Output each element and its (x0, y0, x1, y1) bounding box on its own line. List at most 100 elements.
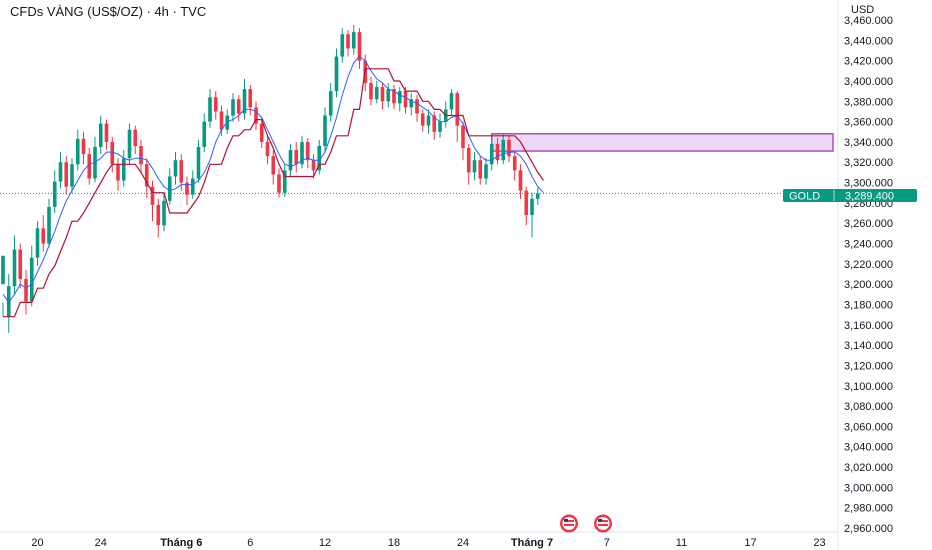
price-tag: GOLD 3,289.400 (783, 189, 917, 203)
candle-body (35, 228, 40, 258)
candle-body (219, 111, 224, 130)
candle-body (346, 34, 350, 49)
candle-body (190, 178, 195, 195)
candle-body (52, 181, 57, 207)
price-axis-label: 3,240.000 (844, 239, 893, 251)
candle-body (271, 156, 276, 175)
price-tag-value: 3,289.400 (845, 191, 894, 203)
candle-body (449, 93, 454, 110)
candle-body (81, 138, 86, 155)
candle-body (144, 164, 149, 187)
candle-body (104, 123, 109, 142)
candle-body (524, 190, 529, 216)
price-axis[interactable]: 3,460.000 3,440.000 3,420.000 3,400.000 3,38… (844, 15, 893, 535)
candle-body (277, 174, 281, 193)
candle-body (24, 279, 28, 302)
candle-body (225, 115, 230, 130)
candle-body (501, 139, 506, 161)
candle-body (202, 121, 207, 147)
candle-body (530, 198, 534, 216)
price-axis-label: 3,180.000 (844, 300, 893, 312)
price-axis-label: 3,040.000 (844, 442, 893, 454)
candle-body (121, 158, 126, 181)
event-markers[interactable] (560, 514, 612, 533)
price-axis-label: 2,980.000 (844, 503, 893, 515)
price-axis-label: 3,080.000 (844, 401, 893, 413)
price-axis-label: 3,060.000 (844, 421, 893, 433)
candle-body (75, 138, 80, 165)
price-axis-label: 3,120.000 (844, 360, 893, 372)
candle-body (150, 186, 155, 205)
chart-title: CFDs VÀNG (US$/OZ) · 4h · TVC (10, 4, 207, 19)
candle-body (409, 99, 414, 108)
candle-body (300, 141, 304, 165)
candle-body (127, 129, 132, 159)
candle-body (380, 87, 385, 102)
candle-body (507, 139, 511, 157)
candle-body (420, 113, 425, 126)
us-flag-icon[interactable] (594, 514, 612, 533)
candle-body (213, 97, 218, 112)
candle-body (259, 123, 264, 142)
time-axis-label: Tháng 6 (160, 537, 202, 549)
candle-body (466, 148, 471, 173)
price-axis-label: 3,380.000 (844, 96, 893, 108)
price-axis-label: 3,220.000 (844, 259, 893, 271)
candle-body (317, 145, 322, 171)
candle-body (70, 164, 74, 187)
price-axis-label: 3,260.000 (844, 218, 893, 230)
price-axis-label: 3,440.000 (844, 35, 893, 47)
candle-body (369, 82, 373, 100)
candle-body (41, 228, 46, 244)
candle-body (351, 32, 356, 49)
time-axis-label: 12 (319, 537, 331, 549)
candle-body (133, 129, 138, 146)
time-axis-label: 23 (813, 537, 825, 549)
candle-body (518, 170, 523, 191)
candle-body (455, 93, 460, 126)
candle-body (512, 156, 517, 171)
candle-body (248, 89, 253, 108)
candle-body (282, 170, 287, 193)
candle-body (478, 160, 483, 179)
candle-body (139, 145, 143, 165)
price-axis-label: 3,200.000 (844, 279, 893, 291)
candle-body (29, 257, 34, 302)
price-axis-label: 3,140.000 (844, 340, 893, 352)
candle-body (323, 115, 327, 146)
candle-body (374, 87, 379, 100)
candle-body (392, 89, 396, 104)
time-axis-label: 6 (247, 537, 253, 549)
candle-body (110, 141, 115, 165)
candle-body (1, 255, 5, 285)
candle-body (254, 107, 258, 124)
candle-body (236, 99, 241, 114)
candle-body (311, 160, 316, 171)
price-axis-label: 3,420.000 (844, 56, 893, 68)
candle-body (208, 97, 212, 122)
candle-body (167, 176, 172, 201)
time-axis-label: 24 (95, 537, 107, 549)
time-axis-label: 11 (676, 537, 687, 549)
slow-average-line (3, 68, 544, 318)
candle-body (535, 193, 540, 199)
candle-body (438, 121, 442, 132)
us-flag-icon[interactable] (560, 514, 578, 533)
time-axis[interactable]: 20 24 Tháng 6 6 12 18 24 Tháng 7 7 11 17 23 (31, 537, 825, 549)
candle-body (328, 91, 333, 116)
candle-body (403, 91, 408, 108)
price-axis-label: 3,460.000 (844, 15, 893, 27)
candle-body (18, 249, 23, 280)
price-tag-symbol: GOLD (789, 191, 820, 203)
candle-body (357, 32, 362, 61)
candle-body (162, 200, 166, 226)
candle-body (87, 154, 92, 179)
resistance-zone[interactable] (491, 133, 834, 152)
candle-body (64, 162, 69, 187)
price-axis-label: 3,320.000 (844, 157, 893, 169)
price-axis-label: 3,400.000 (844, 76, 893, 88)
candle-body (47, 206, 51, 244)
candle-body (426, 115, 431, 126)
candle-body (484, 164, 488, 179)
